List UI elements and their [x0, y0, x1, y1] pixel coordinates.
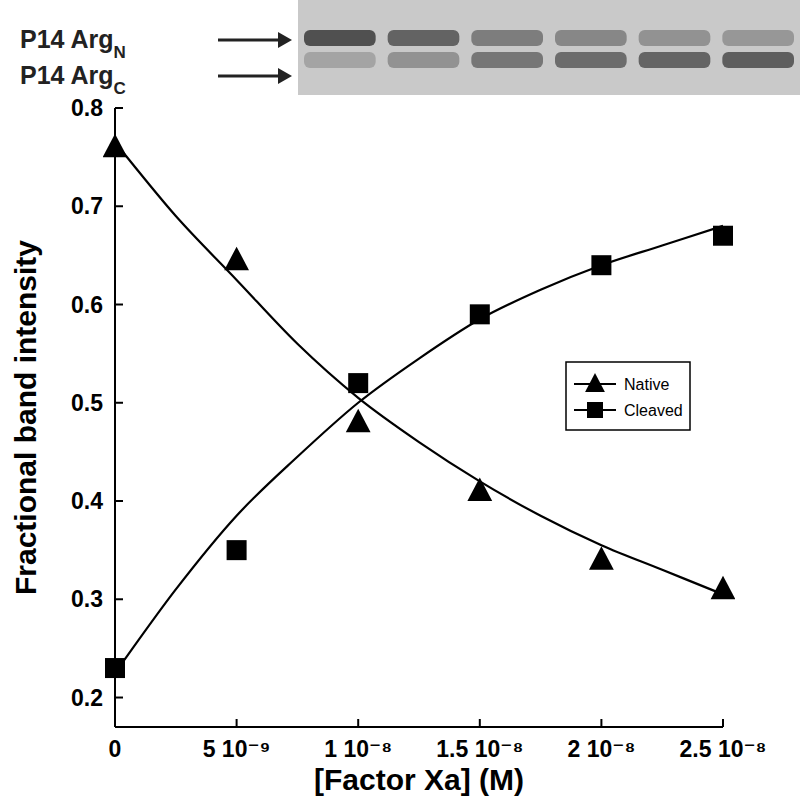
- data-point: [346, 409, 371, 433]
- legend-marker: [585, 373, 605, 392]
- legend: Native Cleaved: [566, 362, 690, 430]
- data-point: [227, 540, 247, 560]
- data-point: [591, 255, 611, 275]
- x-tick: [236, 719, 238, 727]
- arrow-head: [278, 32, 292, 48]
- x-tick-label: 1 10⁻⁸: [324, 736, 392, 762]
- y-tick-label: 0.8: [71, 95, 103, 121]
- plot-area: [103, 134, 735, 678]
- gel-band-native: [471, 30, 543, 46]
- arrow-shaft: [218, 39, 280, 42]
- legend-marker: [587, 402, 603, 418]
- x-axis-line: [115, 726, 723, 728]
- x-tick-label: 1.5 10⁻⁸: [436, 736, 523, 762]
- gel-band-cleaved: [471, 52, 543, 68]
- y-axis-title: Fractional band intensity: [9, 240, 42, 595]
- gel-band-cleaved: [304, 52, 376, 68]
- arrow-shaft: [218, 75, 280, 78]
- gel-band-cleaved: [722, 52, 794, 68]
- data-point: [589, 546, 614, 570]
- y-tick: [115, 107, 123, 109]
- gel-band-native: [722, 30, 794, 46]
- y-tick-label: 0.2: [71, 685, 103, 711]
- data-point: [348, 373, 368, 393]
- y-tick-label: 0.3: [71, 586, 103, 612]
- gel-background: [298, 0, 800, 95]
- y-tick: [115, 697, 123, 699]
- gel-inset: [298, 0, 800, 95]
- y-tick-label: 0.6: [71, 292, 103, 318]
- x-tick-label: 2 10⁻⁸: [568, 736, 636, 762]
- y-axis-line: [114, 108, 116, 727]
- arrow-head: [278, 68, 292, 84]
- band-label-subscript: C: [114, 79, 126, 98]
- x-axis-title: [Factor Xa] (M): [314, 763, 524, 796]
- legend-label: Cleaved: [624, 402, 683, 419]
- x-tick-label: 2.5 10⁻⁸: [680, 736, 767, 762]
- data-point: [103, 134, 127, 158]
- x-tick: [114, 719, 116, 727]
- band-label: P14 ArgC: [20, 61, 126, 98]
- data-point: [467, 478, 492, 502]
- legend-box: [566, 362, 690, 430]
- x-tick: [722, 719, 724, 727]
- y-tick: [115, 598, 123, 600]
- legend-label: Native: [624, 376, 669, 393]
- y-tick: [115, 500, 123, 502]
- y-tick-label: 0.5: [71, 390, 103, 416]
- y-tick: [115, 304, 123, 306]
- x-tick-label: 0: [109, 736, 122, 762]
- data-point: [711, 576, 735, 600]
- data-point: [470, 304, 490, 324]
- x-tick-label: 5 10⁻⁹: [203, 736, 271, 762]
- fit-curve: [115, 226, 723, 673]
- gel-band-native: [304, 30, 376, 46]
- gel-band-cleaved: [555, 52, 627, 68]
- data-point: [105, 658, 125, 678]
- y-tick: [115, 402, 123, 404]
- gel-band-native: [388, 30, 460, 46]
- y-tick-label: 0.7: [71, 193, 103, 219]
- y-tick: [115, 205, 123, 207]
- fit-curve: [115, 142, 723, 594]
- x-tick: [357, 719, 359, 727]
- gel-band-native: [555, 30, 627, 46]
- chart: P14 ArgNP14 ArgC 0.2 0.3 0.4 0.5 0.6 0.7 0.8 0 5 …: [0, 0, 800, 805]
- data-point: [713, 226, 733, 246]
- band-label-subscript: N: [114, 43, 126, 62]
- data-point: [224, 247, 249, 271]
- band-label: P14 ArgN: [20, 25, 126, 62]
- gel-band-cleaved: [388, 52, 460, 68]
- gel-band-cleaved: [639, 52, 711, 68]
- x-tick: [479, 719, 481, 727]
- gel-band-native: [639, 30, 711, 46]
- x-tick: [600, 719, 602, 727]
- y-tick-label: 0.4: [71, 488, 103, 514]
